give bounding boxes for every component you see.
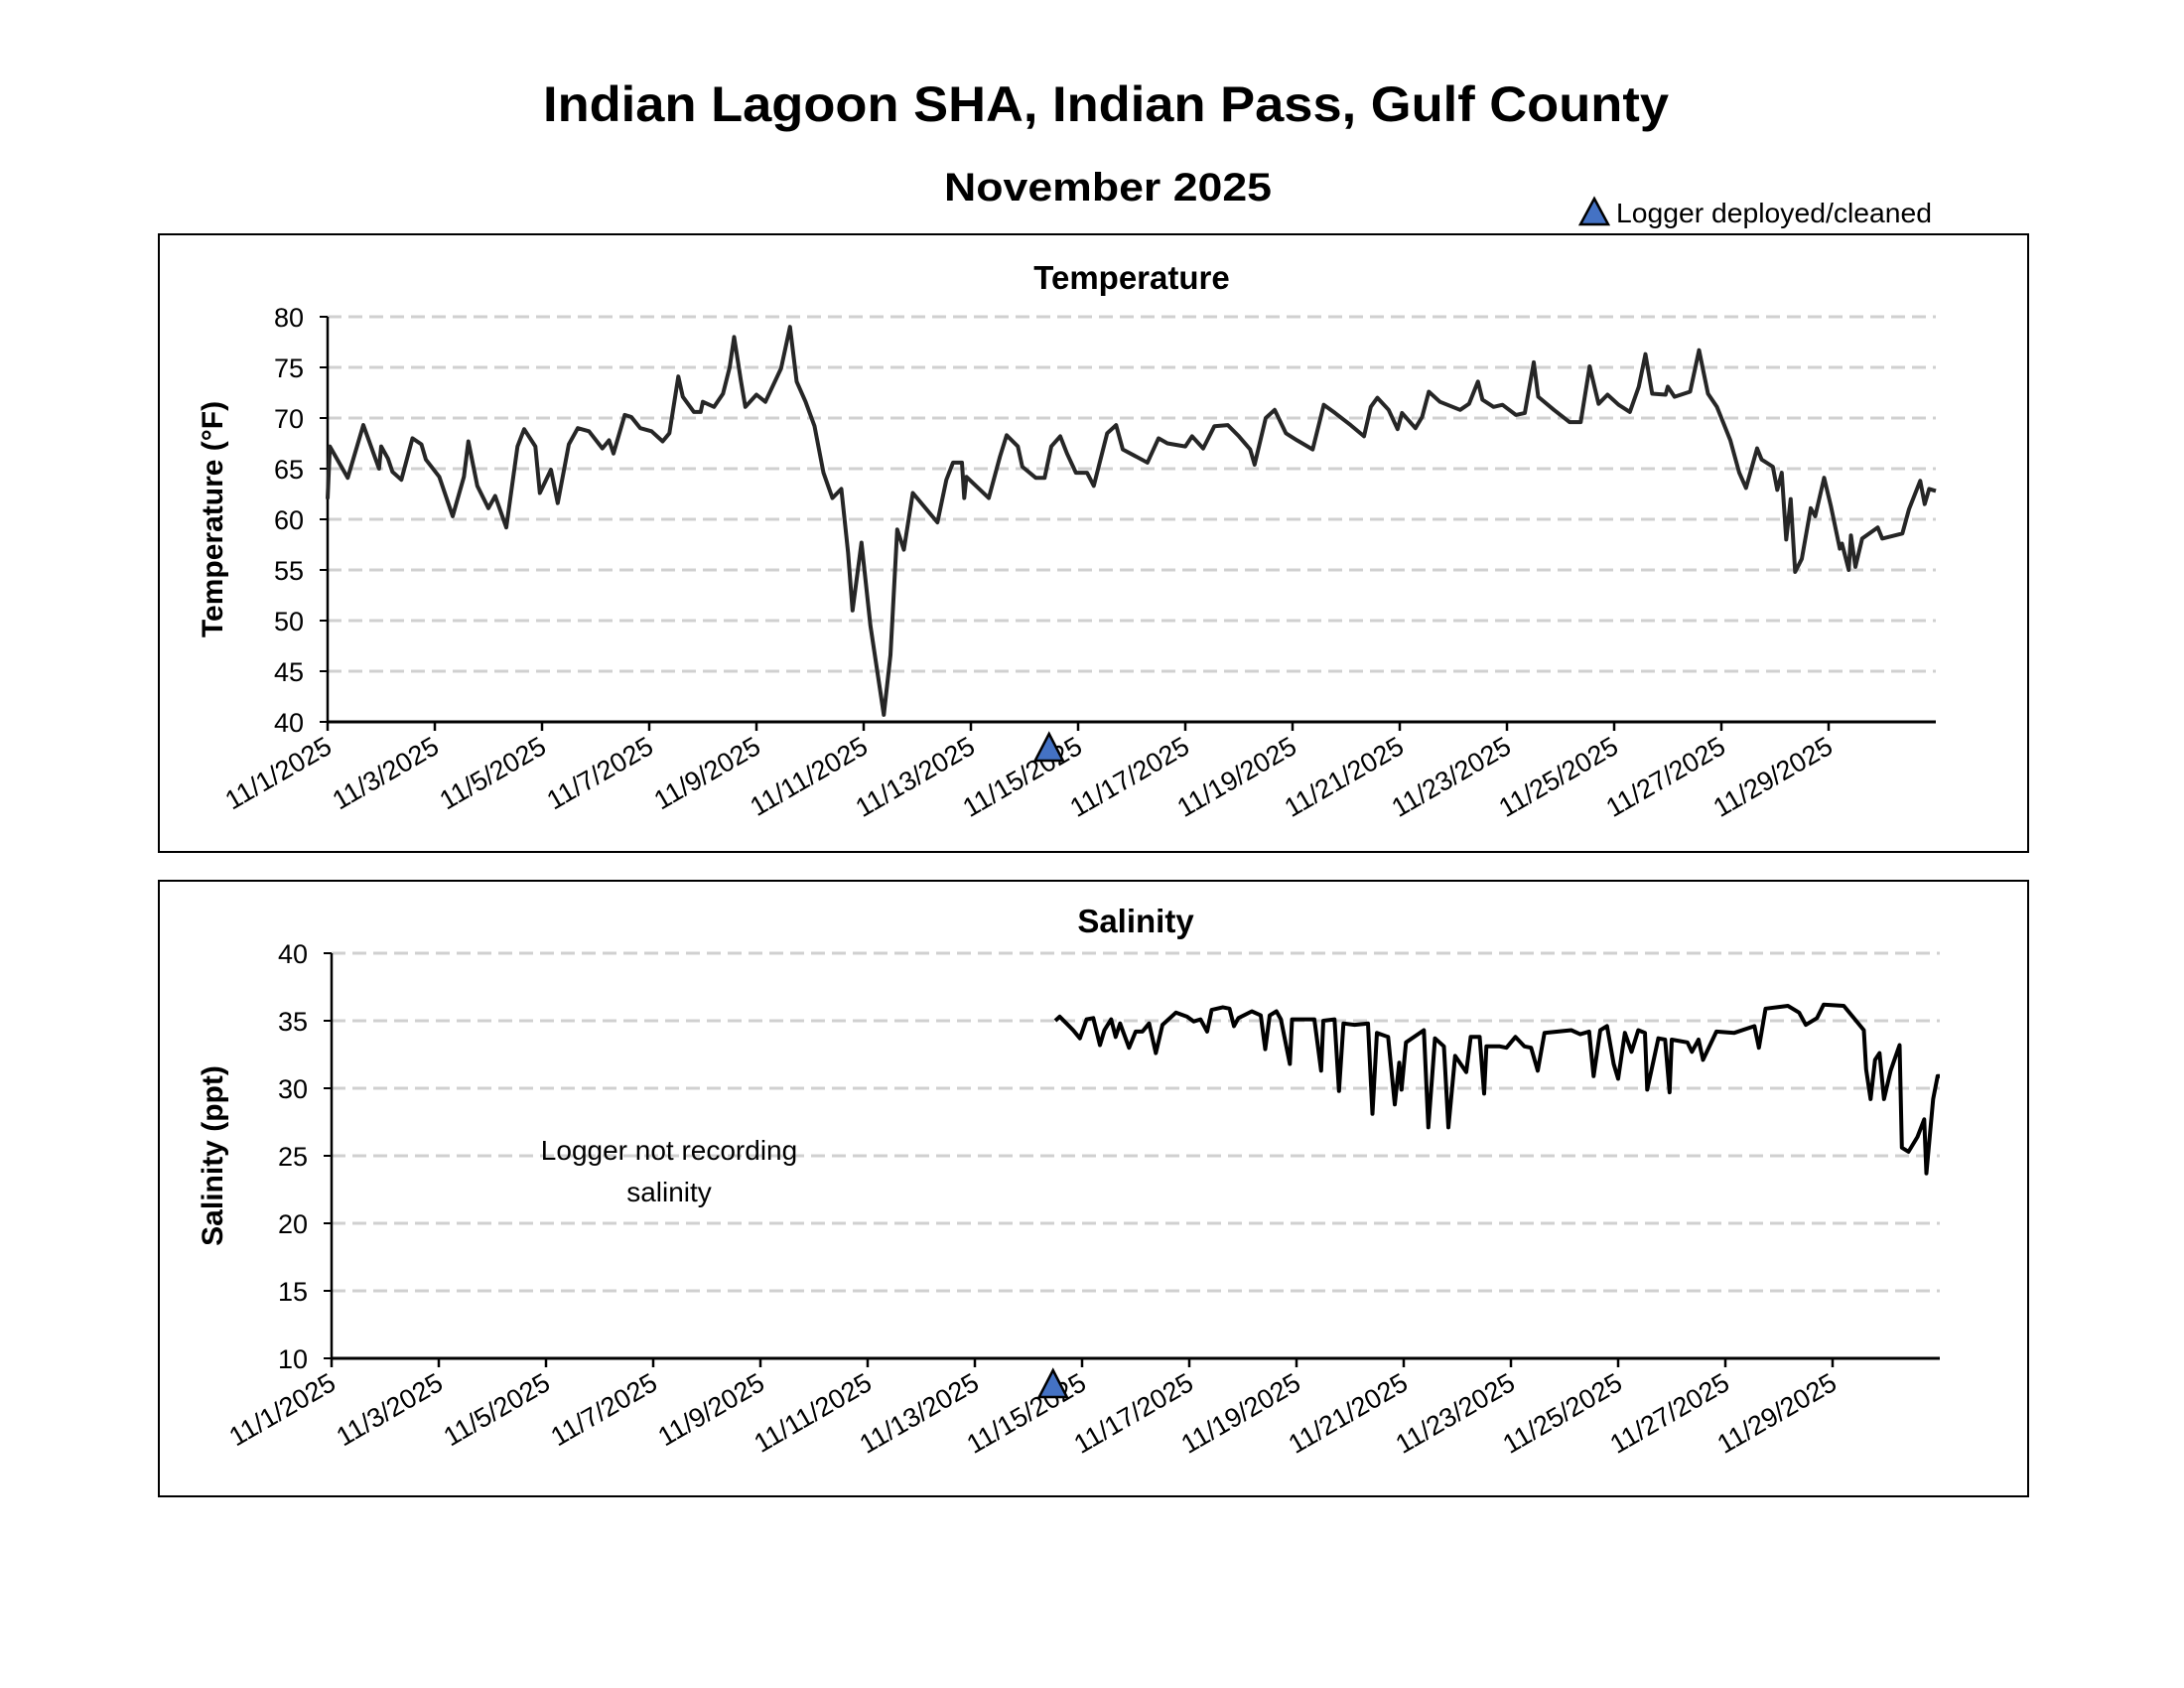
y-axis-label: Temperature (°F): [197, 401, 229, 637]
y-tick-label: 40: [274, 708, 304, 738]
x-tick-label: 11/25/2025: [1498, 1367, 1627, 1460]
logger-deployed-triangle-icon: [1032, 731, 1065, 763]
y-tick-label: 65: [274, 455, 304, 485]
y-axis-label: Salinity (ppt): [197, 1065, 229, 1246]
y-tick-label: 60: [274, 505, 304, 535]
x-tick-label: 11/23/2025: [1391, 1367, 1520, 1460]
legend-label: Logger deployed/cleaned: [1616, 198, 1932, 228]
x-tick-label: 11/1/2025: [224, 1367, 341, 1452]
salinity-chart: Salinity Salinity (ppt) 10 15 20 25 30 35 40 11/1…: [158, 880, 2029, 1497]
x-tick-label: 11/27/2025: [1601, 731, 1730, 823]
x-tick-label: 11/5/2025: [435, 731, 551, 815]
y-tick-label: 80: [274, 303, 304, 333]
x-tick-label: 11/27/2025: [1605, 1367, 1734, 1460]
x-tick-label: 11/13/2025: [855, 1367, 984, 1460]
x-tick-label: 11/5/2025: [439, 1367, 555, 1452]
y-tick-label: 75: [274, 353, 304, 383]
x-tick-label: 11/15/2025: [962, 1367, 1091, 1460]
x-tick-label: 11/23/2025: [1387, 731, 1516, 823]
x-tick-label: 11/25/2025: [1494, 731, 1623, 823]
x-tick-label: 11/17/2025: [1065, 731, 1194, 823]
y-tick-label: 50: [274, 607, 304, 636]
x-tick-label: 11/13/2025: [851, 731, 980, 823]
x-tick-label: 11/21/2025: [1284, 1367, 1413, 1460]
x-tick-label: 11/7/2025: [542, 731, 658, 815]
y-tick-label: 40: [278, 939, 308, 969]
legend-triangle-icon: [1577, 196, 1611, 226]
y-tick-label: 30: [278, 1074, 308, 1104]
x-tick-label: 11/3/2025: [332, 1367, 448, 1452]
chart-frame: [158, 880, 2029, 1497]
chart-title: Salinity: [1077, 903, 1194, 939]
x-tick-label: 11/17/2025: [1069, 1367, 1198, 1460]
x-tick-label: 11/29/2025: [1712, 1367, 1842, 1460]
figure-subtitle: November 2025: [944, 166, 1272, 210]
x-tick-label: 11/3/2025: [328, 731, 444, 815]
x-tick-label: 11/21/2025: [1280, 731, 1409, 823]
y-tick-label: 70: [274, 404, 304, 434]
chart-frame: [158, 233, 2029, 853]
y-tick-label: 45: [274, 657, 304, 687]
y-tick-label: 20: [278, 1209, 308, 1239]
temperature-chart: Temperature Temperature (°F) 40 45 50 55 60 65 7…: [158, 233, 2029, 853]
series-line: [326, 325, 1937, 717]
y-tick-label: 25: [278, 1142, 308, 1172]
legend: Logger deployed/cleaned: [1577, 196, 1932, 228]
x-tick-label: 11/19/2025: [1176, 1367, 1305, 1460]
y-tick-label: 55: [274, 556, 304, 586]
chart-title: Temperature: [1033, 259, 1229, 296]
x-tick-label: 11/11/2025: [745, 731, 873, 822]
x-tick-label: 11/15/2025: [958, 731, 1087, 823]
x-tick-label: 11/1/2025: [220, 731, 337, 815]
figure-title: Indian Lagoon SHA, Indian Pass, Gulf Cou…: [543, 76, 1669, 132]
x-tick-label: 11/11/2025: [749, 1367, 877, 1459]
y-tick-label: 10: [278, 1344, 308, 1374]
x-tick-label: 11/29/2025: [1708, 731, 1838, 823]
annotation-text: salinity: [626, 1177, 712, 1207]
logger-deployed-triangle-icon: [1036, 1367, 1069, 1399]
series-line: [1053, 1002, 1940, 1176]
x-tick-label: 11/7/2025: [546, 1367, 662, 1452]
y-tick-label: 15: [278, 1277, 308, 1307]
x-tick-label: 11/19/2025: [1172, 731, 1301, 823]
y-tick-label: 35: [278, 1007, 308, 1037]
annotation-text: Logger not recording: [541, 1135, 797, 1166]
